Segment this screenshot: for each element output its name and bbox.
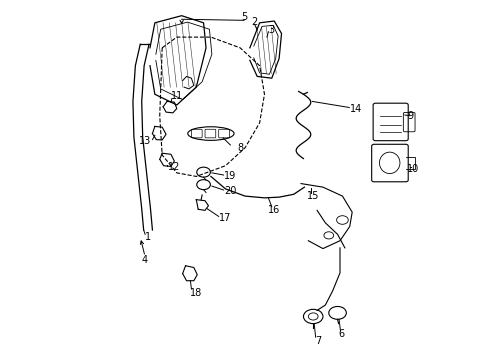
Text: 8: 8 <box>237 143 243 153</box>
Text: 3: 3 <box>269 25 275 35</box>
Text: 1: 1 <box>145 232 150 242</box>
Text: 2: 2 <box>252 17 258 27</box>
Text: 18: 18 <box>190 288 202 297</box>
Text: 19: 19 <box>224 171 237 181</box>
Text: 5: 5 <box>241 13 247 22</box>
Text: 17: 17 <box>220 212 232 222</box>
Text: 14: 14 <box>350 104 362 113</box>
Text: 6: 6 <box>339 329 344 339</box>
Text: 7: 7 <box>315 336 321 346</box>
Text: 15: 15 <box>307 191 319 201</box>
Text: 16: 16 <box>268 205 280 215</box>
Text: 10: 10 <box>407 164 419 174</box>
Text: 4: 4 <box>142 255 148 265</box>
Text: 12: 12 <box>168 162 180 172</box>
Text: 9: 9 <box>408 111 414 121</box>
Text: 13: 13 <box>139 136 151 146</box>
Text: 11: 11 <box>171 91 183 101</box>
Text: 20: 20 <box>224 186 237 197</box>
